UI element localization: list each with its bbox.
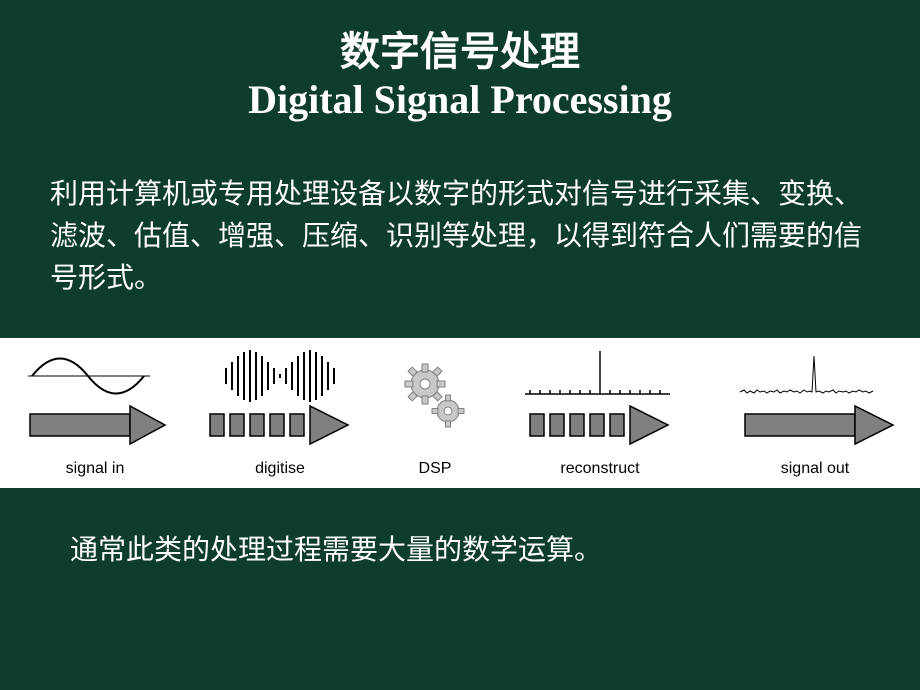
description-text: 利用计算机或专用处理设备以数字的形式对信号进行采集、变换、滤波、估值、增强、压缩…	[0, 124, 920, 300]
reconstruct-graphic	[510, 346, 690, 456]
signal-out-graphic	[730, 346, 900, 456]
digitise-graphic	[200, 346, 360, 456]
stage-label: reconstruct	[510, 460, 690, 478]
stage-signal-in: signal in	[20, 346, 170, 478]
footer-text: 通常此类的处理过程需要大量的数学运算。	[0, 488, 920, 568]
stage-dsp: DSP	[390, 346, 480, 478]
stage-digitise: digitise	[200, 346, 360, 478]
stage-signal-out: signal out	[730, 346, 900, 478]
stage-label: DSP	[390, 460, 480, 478]
title-chinese: 数字信号处理	[0, 28, 920, 76]
title-english: Digital Signal Processing	[0, 76, 920, 124]
dsp-gears-icon	[390, 346, 480, 456]
stage-reconstruct: reconstruct	[510, 346, 690, 478]
stage-label: digitise	[200, 460, 360, 478]
stage-label: signal out	[730, 460, 900, 478]
title-block: 数字信号处理 Digital Signal Processing	[0, 0, 920, 124]
dsp-flow-diagram: signal in	[0, 338, 920, 488]
stage-label: signal in	[20, 460, 170, 478]
signal-in-graphic	[20, 346, 170, 456]
